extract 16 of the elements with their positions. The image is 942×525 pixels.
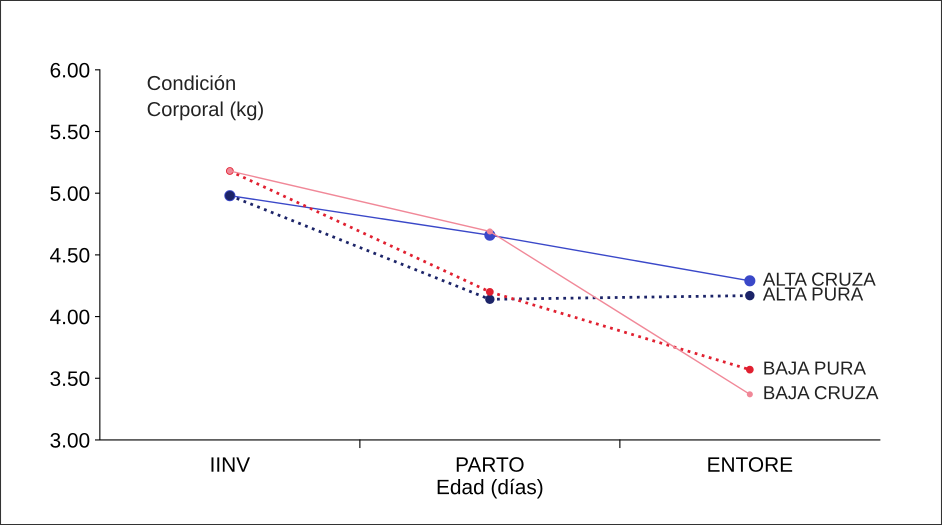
- series-label: BAJA PURA: [764, 362, 866, 375]
- y-axis-title: Condición Corporal (kg): [148, 75, 263, 120]
- x-tick-label: PARTO: [456, 457, 524, 472]
- x-tick-label: IINV: [212, 457, 250, 472]
- series-label: ALTA PURA: [762, 288, 864, 301]
- y-tick-label: 5.00: [50, 186, 90, 201]
- x-tick-label: ENTORE: [708, 457, 792, 472]
- series-label: BAJA CRUZA: [764, 386, 878, 400]
- series-label: ALTA CRUZA: [762, 272, 876, 286]
- y-tick-label: 4.50: [50, 248, 90, 263]
- x-axis-title: Edad (días): [438, 478, 542, 498]
- y-tick-label: 3.50: [50, 371, 90, 386]
- y-tick-label: 3.00: [50, 432, 90, 448]
- y-tick-label: 5.50: [50, 124, 90, 140]
- y-tick-label: 6.00: [50, 62, 90, 78]
- y-tick-label: 4.00: [50, 310, 90, 324]
